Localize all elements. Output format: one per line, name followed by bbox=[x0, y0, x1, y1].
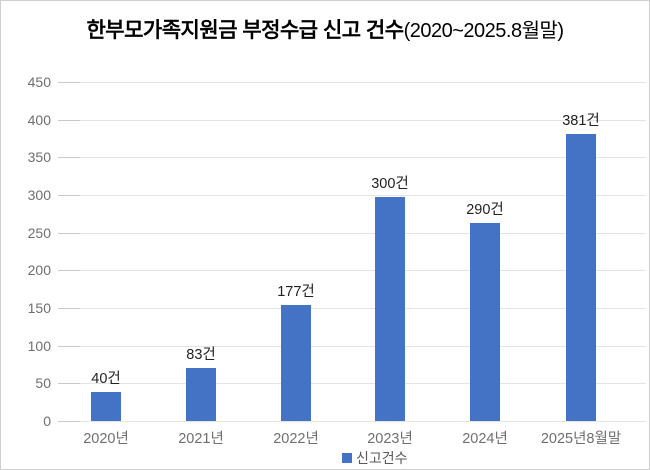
gridline bbox=[58, 345, 646, 347]
gridline bbox=[58, 195, 646, 196]
bar-2023년 bbox=[375, 196, 405, 421]
y-tick-mark bbox=[58, 232, 80, 234]
y-tick-mark bbox=[58, 345, 80, 347]
gridline bbox=[58, 119, 646, 121]
gridline bbox=[58, 232, 646, 234]
bar-data-label: 40건 bbox=[91, 371, 121, 388]
gridline bbox=[58, 157, 646, 159]
y-tick-label: 200 bbox=[27, 262, 51, 279]
bar-2021년 bbox=[186, 368, 216, 421]
y-tick-mark bbox=[58, 157, 80, 159]
gridline bbox=[58, 308, 646, 309]
x-tick-label: 2024년 bbox=[462, 431, 508, 447]
gridline bbox=[58, 421, 646, 422]
y-tick-label: 300 bbox=[27, 187, 51, 203]
gridline bbox=[58, 82, 646, 83]
y-tick-label: 150 bbox=[27, 300, 51, 316]
x-tick-label: 2020년 bbox=[83, 431, 129, 447]
gridline bbox=[58, 270, 646, 272]
y-tick-mark bbox=[58, 383, 80, 385]
bar-2022년 bbox=[281, 305, 311, 421]
plot-area: 40건 83건 177건 300건 290건 381건 bbox=[58, 82, 646, 422]
legend-marker-icon bbox=[342, 453, 352, 463]
y-tick-label: 0 bbox=[43, 413, 51, 429]
y-tick-label: 450 bbox=[27, 74, 51, 90]
bar-2020년 bbox=[91, 392, 121, 421]
chart-title-period: (2020~2025.8월말) bbox=[403, 20, 564, 42]
y-tick-mark bbox=[58, 270, 80, 272]
y-tick-mark bbox=[58, 82, 80, 83]
y-tick-label: 50 bbox=[35, 375, 51, 392]
y-tick-mark bbox=[58, 119, 80, 121]
y-tick-label: 100 bbox=[27, 337, 51, 354]
x-tick-label: 2021년 bbox=[178, 431, 224, 447]
x-tick-label: 2025년8월말 bbox=[540, 431, 622, 447]
bar-2024년 bbox=[470, 222, 500, 421]
bar-data-label: 381건 bbox=[562, 112, 600, 129]
y-tick-label: 350 bbox=[27, 149, 51, 166]
y-tick-mark bbox=[58, 195, 80, 196]
chart-title-main: 한부모가족지원금 부정수급 신고 건수 bbox=[86, 19, 404, 42]
bar-data-label: 83건 bbox=[186, 347, 216, 364]
legend-label: 신고건수 bbox=[356, 450, 408, 466]
chart-title: 한부모가족지원금 부정수급 신고 건수(2020~2025.8월말) bbox=[1, 14, 649, 44]
bar-data-label: 177건 bbox=[277, 284, 315, 300]
bar-data-label: 290건 bbox=[466, 201, 504, 218]
y-tick-label: 250 bbox=[27, 224, 51, 241]
bar-2025년8월말 bbox=[566, 133, 596, 421]
y-tick-mark bbox=[58, 308, 80, 309]
x-tick-label: 2022년 bbox=[273, 431, 319, 447]
bar-data-label: 300건 bbox=[371, 175, 409, 192]
legend: 신고건수 bbox=[342, 450, 408, 466]
y-tick-label: 400 bbox=[27, 111, 51, 128]
y-tick-mark bbox=[58, 421, 80, 422]
gridline bbox=[58, 383, 646, 385]
x-tick-label: 2023년 bbox=[367, 431, 413, 447]
